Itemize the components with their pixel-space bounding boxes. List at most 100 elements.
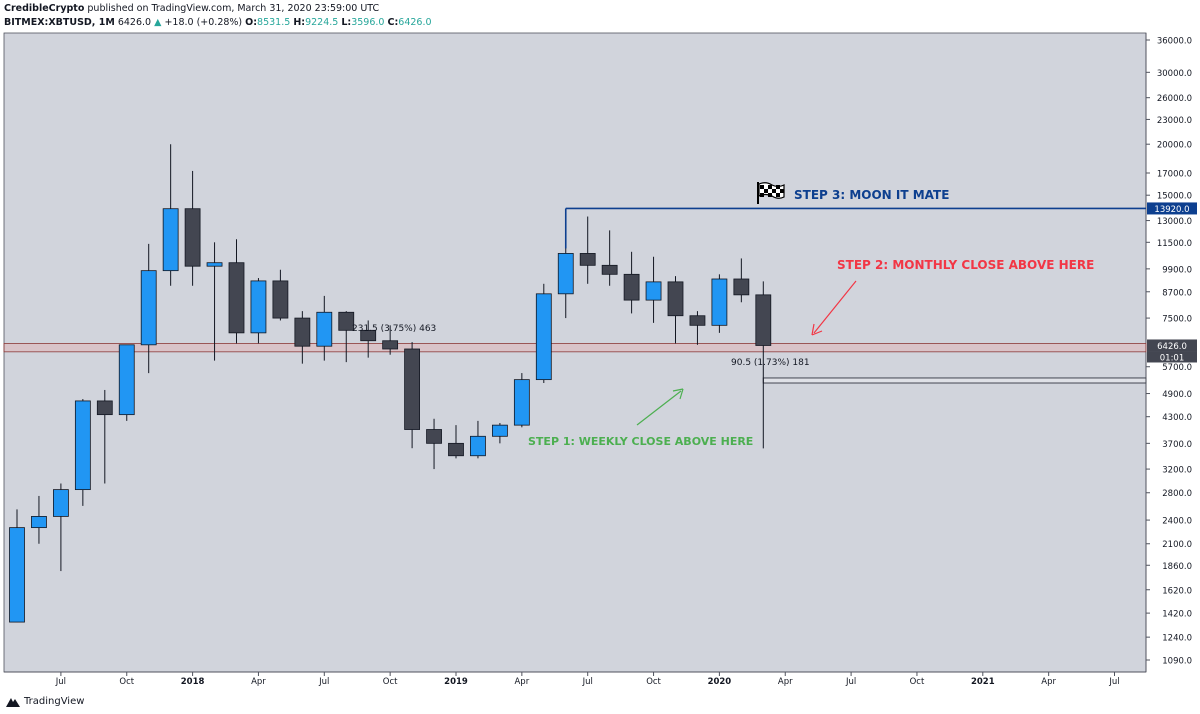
time-axis (4, 672, 1146, 692)
candle (74, 400, 91, 491)
candle (557, 253, 574, 295)
symbol-interval: BITMEX:XBTUSD, 1M (4, 17, 115, 28)
y-tick-label: 2800.0 (1162, 489, 1192, 499)
change-up-icon: ▲ (154, 17, 162, 28)
y-tick-label: 30000.0 (1157, 69, 1192, 79)
y-tick-label: 36000.0 (1157, 37, 1192, 47)
candle (360, 329, 377, 342)
countdown-label-bg (1147, 351, 1197, 363)
y-tick-label: 20000.0 (1157, 141, 1192, 151)
candle (689, 315, 706, 326)
y-tick-label: 4900.0 (1162, 390, 1192, 400)
range-label-left: 231.5 (3.75%) 463 (352, 324, 436, 334)
range-label-right: 90.5 (1.73%) 181 (731, 358, 810, 368)
candle (755, 294, 772, 346)
candle (53, 489, 69, 517)
high-label: H: (293, 17, 306, 28)
candle (733, 278, 750, 296)
y-tick-label: 3700.0 (1162, 440, 1192, 450)
x-tick-label: Apr (514, 677, 529, 687)
step1-arrow (636, 390, 682, 426)
x-tick-label: Oct (119, 677, 134, 687)
candle (228, 262, 245, 334)
x-tick-label: Oct (646, 677, 661, 687)
low-value: 3596.0 (351, 17, 385, 28)
candle (623, 273, 640, 301)
y-tick-label: 1090.0 (1162, 657, 1192, 667)
monthly-resistance-band (3, 343, 1147, 353)
candle (579, 253, 596, 266)
candle (184, 208, 201, 267)
step1-annotation: STEP 1: WEEKLY CLOSE ABOVE HERE (528, 435, 753, 448)
flag-square (760, 193, 764, 197)
candle (382, 340, 399, 350)
y-tick-label: 7500.0 (1162, 315, 1192, 325)
close-value: 6426.0 (398, 17, 432, 28)
price-change: +18.0 (+0.28%) (164, 17, 243, 28)
countdown-label: 01:01 (1160, 353, 1185, 363)
author-name[interactable]: CredibleCrypto (4, 3, 85, 14)
y-tick-label: 8700.0 (1162, 288, 1192, 298)
tradingview-brand[interactable]: TradingView (24, 696, 85, 707)
current-price-label-bg (1147, 339, 1197, 352)
candle (470, 435, 486, 457)
step3-annotation: STEP 3: MOON IT MATE (794, 188, 949, 202)
y-tick-label: 11500.0 (1157, 239, 1192, 249)
y-tick-label: 26000.0 (1157, 94, 1192, 104)
candle (294, 317, 311, 347)
close-label: C: (387, 17, 399, 28)
y-tick-label: 4300.0 (1162, 413, 1192, 423)
publish-text: published on TradingView.com, March 31, … (87, 3, 380, 14)
y-tick-label: 5700.0 (1162, 363, 1192, 373)
x-tick-label: Apr (1041, 677, 1056, 687)
x-tick-label: Oct (383, 677, 398, 687)
publish-info: CredibleCrypto published on TradingView.… (4, 3, 379, 14)
flag-square (760, 185, 764, 189)
checkered-flag-icon (757, 182, 785, 204)
y-tick-label: 17000.0 (1157, 170, 1192, 180)
candle (601, 264, 618, 275)
candle (667, 281, 684, 317)
x-tick-label: 2021 (971, 677, 995, 687)
y-tick-label: 9900.0 (1162, 265, 1192, 275)
price-chart[interactable]: 36000.0 30000.0 26000.0 23000.0 20000.0 17000… (0, 0, 1200, 692)
blue-price-label: 13920.0 (1154, 205, 1189, 215)
x-tick-label: Jul (318, 677, 329, 687)
step2-arrow (813, 280, 857, 334)
symbol-info: BITMEX:XBTUSD, 1M 6426.0 ▲ +18.0 (+0.28%… (4, 17, 432, 28)
candle (426, 429, 442, 444)
candle (250, 280, 267, 334)
candle (162, 208, 179, 272)
candle (513, 379, 530, 426)
y-tick-label: 2400.0 (1162, 517, 1192, 527)
y-tick-label: 1240.0 (1162, 634, 1192, 644)
y-tick-label: 15000.0 (1157, 192, 1192, 202)
step2-annotation: STEP 2: MONTHLY CLOSE ABOVE HERE (837, 258, 1094, 272)
candle (31, 516, 47, 529)
x-tick-label: 2019 (444, 677, 468, 687)
high-value: 9224.5 (305, 17, 339, 28)
x-tick-label: Jul (1108, 677, 1119, 687)
candle (316, 311, 333, 347)
flag-square (776, 193, 780, 197)
tradingview-logo-icon (6, 698, 20, 707)
low-label: L: (341, 17, 352, 28)
candle (448, 442, 464, 457)
open-value: 8531.5 (257, 17, 291, 28)
candle (140, 270, 157, 346)
flag-square (768, 193, 772, 197)
y-tick-label: 1860.0 (1162, 562, 1192, 572)
y-tick-label: 1420.0 (1162, 610, 1192, 620)
x-tick-label: Apr (251, 677, 266, 687)
candle (535, 293, 552, 381)
x-tick-label: 2020 (708, 677, 732, 687)
candle (404, 348, 421, 430)
x-tick-label: Jul (582, 677, 593, 687)
step1-arrow-head (672, 388, 684, 400)
candle (272, 280, 289, 319)
candle (711, 278, 728, 326)
flag-square (772, 189, 776, 193)
y-tick-label: 23000.0 (1157, 116, 1192, 126)
candle (491, 424, 508, 437)
open-label: O: (245, 17, 258, 28)
